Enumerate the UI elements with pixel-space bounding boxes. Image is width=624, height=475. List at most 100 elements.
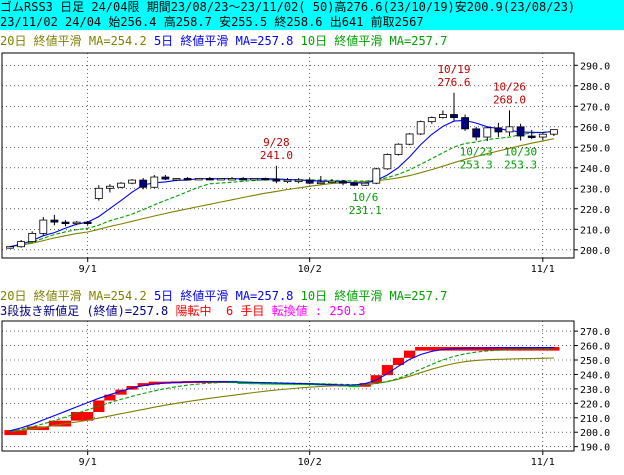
y-tick-label: 230.0 — [580, 184, 610, 195]
candle — [483, 127, 492, 138]
candle — [161, 176, 170, 180]
candle — [106, 185, 114, 189]
candle — [72, 221, 81, 225]
legend-ma20: 20日 終値平滑 MA=254.2 — [0, 289, 147, 303]
candle — [250, 178, 259, 181]
candle — [339, 180, 347, 184]
line-break-brick — [481, 347, 493, 351]
line-break-brick — [348, 385, 360, 388]
y-tick-label: 240.0 — [580, 370, 610, 381]
y-tick-label: 270.0 — [580, 327, 610, 338]
line-break-brick — [503, 347, 516, 351]
candle — [538, 133, 547, 138]
header-ohlc: 23/11/02 24/04 始256.4 高258.7 安255.5 終258… — [0, 15, 424, 29]
line-break-brick — [115, 389, 127, 395]
y-tick-label: 280.0 — [580, 82, 610, 93]
line-break-brick — [415, 347, 427, 351]
candle — [216, 178, 225, 181]
line-break-brick — [237, 381, 249, 384]
annotation-low-value: 253.3 — [504, 159, 537, 172]
x-tick-label: 9/1 — [79, 264, 97, 275]
annotation-high-date: 9/28 — [263, 136, 290, 149]
header-title: ゴムRSS3 日足 24/04限 期間23/08/23～23/11/02( 50… — [0, 0, 576, 14]
x-tick-label: 11/1 — [531, 457, 555, 468]
y-tick-label: 210.0 — [580, 225, 610, 236]
candle — [117, 182, 125, 188]
plot-area — [1, 320, 575, 452]
annotation-high-date: 10/19 — [437, 63, 470, 76]
candle — [150, 176, 159, 188]
y-tick-label: 260.0 — [580, 342, 610, 353]
annotation-high-date: 10/26 — [493, 80, 526, 93]
candle — [372, 168, 381, 184]
candle — [450, 114, 458, 118]
line-break-brick — [404, 350, 416, 358]
y-tick-label: 230.0 — [580, 385, 610, 396]
annotation-high-value: 241.0 — [260, 149, 293, 162]
y-tick-label: 200.0 — [580, 246, 610, 257]
annotation-high-value: 268.0 — [493, 93, 526, 106]
candle — [128, 179, 137, 184]
candle — [494, 127, 503, 133]
candle — [438, 114, 447, 118]
legend-ma10: 10日 終値平滑 MA=257.7 — [300, 34, 448, 48]
line-break-brick — [15, 430, 27, 436]
candle — [527, 135, 536, 138]
line-break-brick — [270, 382, 282, 385]
line-break-brick — [26, 426, 38, 431]
annotation-high-value: 276.6 — [437, 76, 470, 89]
candle — [17, 241, 26, 248]
line-break-brick — [370, 375, 382, 384]
candle — [505, 126, 514, 133]
annotation-low-value: 253.3 — [460, 159, 493, 172]
line-break-brick — [537, 347, 549, 351]
line-break-brick — [526, 347, 538, 351]
line-break-brick — [148, 381, 160, 385]
x-tick-label: 9/1 — [79, 457, 97, 468]
line-break-brick — [548, 347, 560, 351]
ma5-line — [9, 347, 554, 432]
candle — [294, 179, 303, 183]
line-break-brick — [4, 430, 16, 436]
legend-ma10: 10日 終値平滑 MA=257.7 — [300, 289, 448, 303]
candle — [183, 178, 192, 181]
legend-ma5: 5日 終値平滑 MA=257.8 — [153, 34, 294, 48]
y-tick-label: 210.0 — [580, 414, 610, 425]
line-break-brick — [492, 347, 504, 351]
annotation-low-date: 10/6 — [352, 191, 379, 204]
annotation-low-date: 10/30 — [504, 146, 537, 159]
line-break-brick — [515, 347, 527, 351]
annotation-low-date: 10/23 — [460, 146, 493, 159]
status-count: 6 手目 — [225, 304, 265, 318]
x-tick-label: 10/2 — [298, 264, 322, 275]
candle — [461, 117, 470, 130]
y-tick-label: 260.0 — [580, 123, 610, 134]
candle — [283, 179, 292, 183]
y-tick-label: 220.0 — [580, 205, 610, 216]
candle — [316, 181, 325, 185]
line-break-chart: 190.0 200.0 210.0 220.0 230.0 240.0 250.0 260.0… — [1, 320, 610, 468]
candle — [172, 178, 181, 181]
y-tick-label: 240.0 — [580, 164, 610, 175]
line-break-brick — [48, 420, 60, 427]
line-break-brick — [426, 347, 438, 351]
candle — [305, 179, 314, 184]
y-tick-label: 200.0 — [580, 428, 610, 439]
candle — [383, 154, 392, 170]
ma20-line — [9, 138, 555, 248]
candle — [361, 182, 370, 186]
line-break-brick — [82, 412, 94, 421]
candle — [239, 178, 248, 181]
y-tick-label: 290.0 — [580, 61, 610, 72]
y-tick-label: 220.0 — [580, 399, 610, 410]
legend-ma20: 20日 終値平滑 MA=254.2 — [0, 34, 147, 48]
candle — [427, 117, 436, 123]
ma20-line — [9, 357, 554, 433]
line-break-brick — [259, 382, 271, 385]
header-line-2: 23/11/02 24/04 始256.4 高258.7 安255.5 終258… — [0, 15, 624, 30]
x-tick-label: 10/2 — [298, 457, 322, 468]
candle — [194, 178, 203, 181]
candle — [6, 246, 14, 249]
line-break-brick — [470, 347, 482, 351]
